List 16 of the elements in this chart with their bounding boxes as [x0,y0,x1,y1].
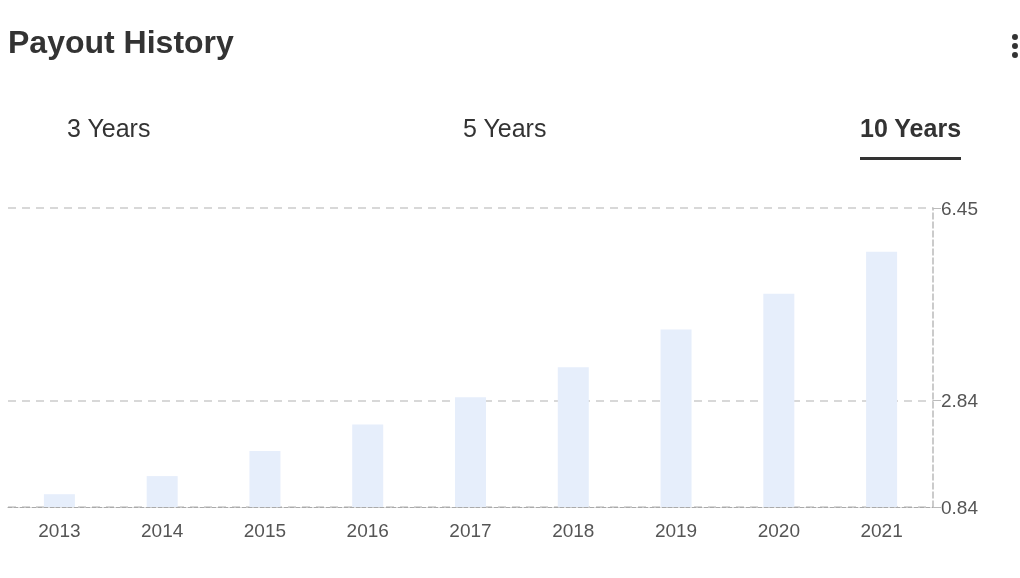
chart-title: Payout History [8,24,234,61]
x-tick-label: 2019 [654,520,698,541]
text: 5 Years [463,114,547,143]
x-tick-label: 2021 [860,520,903,541]
text: 10 Years [860,114,962,160]
y-tick-label: 2.84 [941,389,979,411]
text: 3 Years [67,114,151,143]
x-tick-label: 2016 [346,520,389,541]
x-tick-label: 2018 [552,520,595,541]
x-tick-label: 2013 [38,520,81,541]
x-tick-label: 2020 [757,520,800,541]
y-tick-label: 0.84 [941,496,979,518]
x-tick-label: 2017 [449,520,492,541]
x-tick-label: 2014 [141,520,184,541]
x-tick-label: 2015 [243,520,287,541]
y-tick-label: 6.45 [941,197,978,219]
